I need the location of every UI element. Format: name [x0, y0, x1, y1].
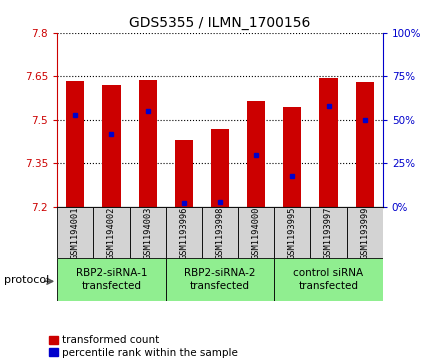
Title: GDS5355 / ILMN_1700156: GDS5355 / ILMN_1700156 — [129, 16, 311, 30]
Bar — [247, 101, 265, 207]
Bar — [319, 78, 337, 207]
Bar — [103, 85, 121, 207]
Bar — [311, 207, 347, 258]
Text: GSM1194000: GSM1194000 — [252, 206, 260, 258]
Bar — [57, 207, 93, 258]
Bar — [238, 207, 274, 258]
Text: GSM1193996: GSM1193996 — [180, 206, 188, 258]
Bar — [93, 207, 129, 258]
Bar — [129, 207, 166, 258]
Bar — [356, 82, 374, 207]
Bar — [57, 258, 166, 301]
Text: GSM1194003: GSM1194003 — [143, 206, 152, 258]
Bar — [66, 81, 84, 207]
Legend: transformed count, percentile rank within the sample: transformed count, percentile rank withi… — [49, 335, 238, 358]
Text: GSM1194001: GSM1194001 — [71, 206, 80, 258]
Text: control siRNA
transfected: control siRNA transfected — [293, 268, 363, 291]
Bar — [283, 107, 301, 207]
Text: GSM1193997: GSM1193997 — [324, 206, 333, 258]
Bar — [274, 258, 383, 301]
Bar — [274, 207, 311, 258]
Text: RBP2-siRNA-2
transfected: RBP2-siRNA-2 transfected — [184, 268, 256, 291]
Text: RBP2-siRNA-1
transfected: RBP2-siRNA-1 transfected — [76, 268, 147, 291]
Bar — [166, 258, 274, 301]
Bar — [139, 80, 157, 207]
Text: protocol: protocol — [4, 274, 50, 285]
Bar — [175, 140, 193, 207]
Text: GSM1194002: GSM1194002 — [107, 206, 116, 258]
Bar — [347, 207, 383, 258]
Text: GSM1193999: GSM1193999 — [360, 206, 369, 258]
Bar — [211, 129, 229, 207]
Bar — [166, 207, 202, 258]
Bar — [202, 207, 238, 258]
Text: GSM1193998: GSM1193998 — [216, 206, 224, 258]
Text: GSM1193995: GSM1193995 — [288, 206, 297, 258]
